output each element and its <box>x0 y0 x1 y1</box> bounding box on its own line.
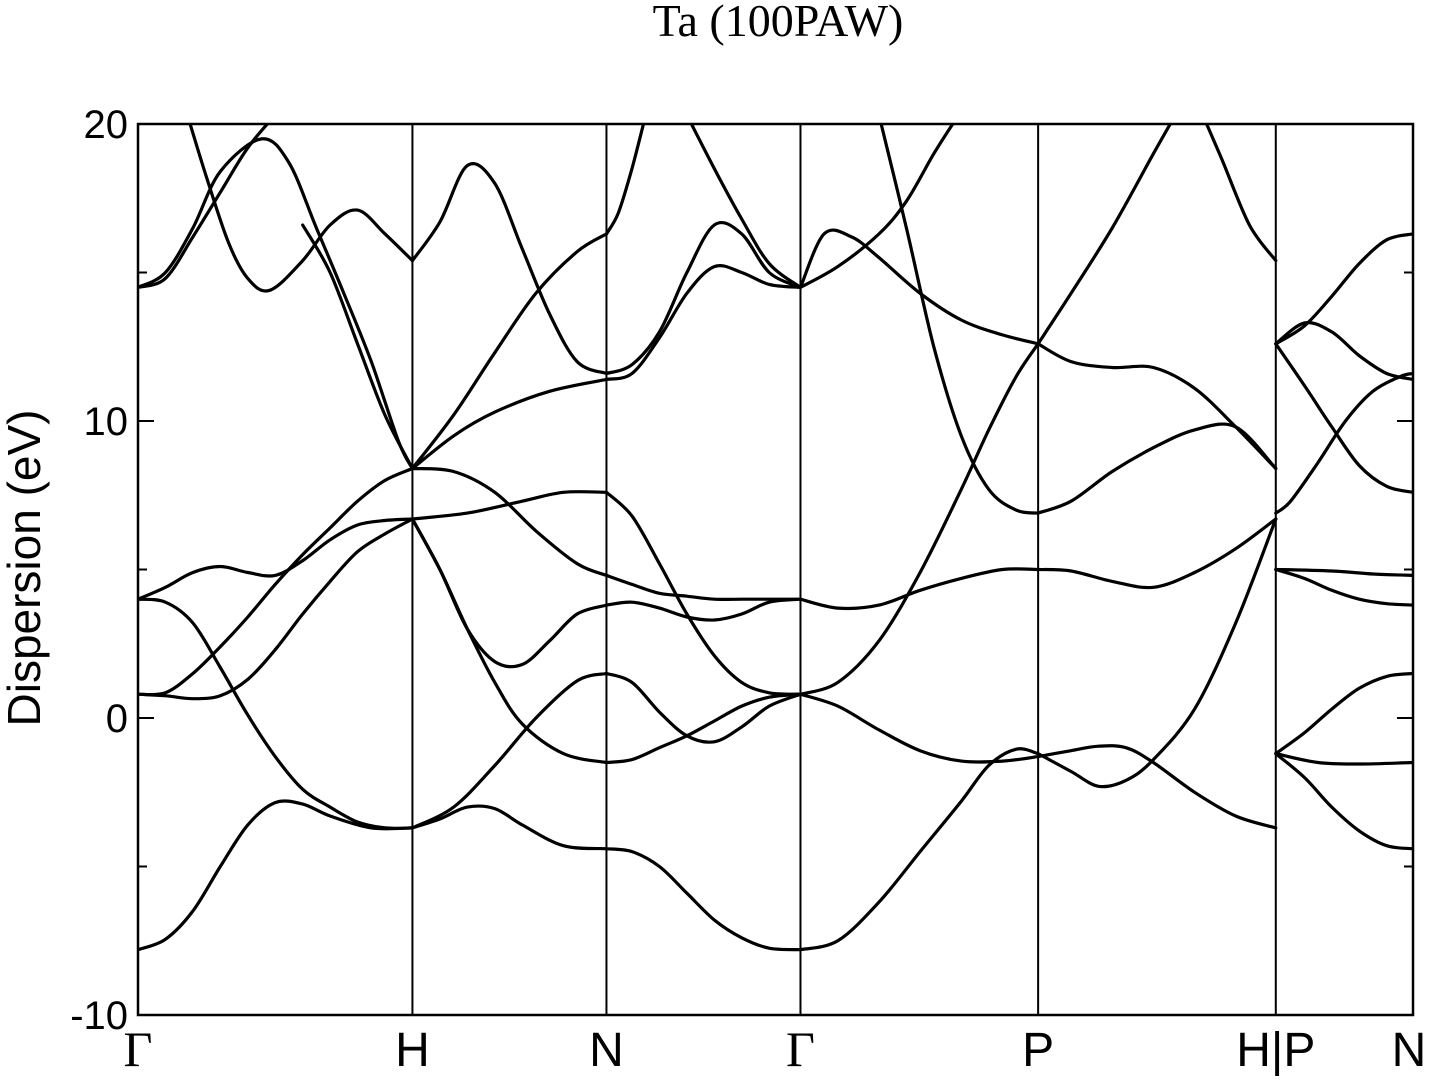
band-line-0-3 <box>138 597 414 830</box>
band-line-0-1 <box>138 517 414 701</box>
x-axis-ticks: Γ H N Γ P H|P N <box>124 1021 1427 1077</box>
band-line-1-3 <box>410 517 609 765</box>
band-line-2-3 <box>604 692 803 765</box>
band-line-1-0 <box>410 804 609 851</box>
band-line-1-7 <box>410 232 609 471</box>
band-line-3-3 <box>798 567 1040 611</box>
band-line-1-4 <box>410 466 609 577</box>
band-line-2-5 <box>604 490 803 696</box>
chart-title: Ta (100PAW) <box>653 0 904 46</box>
band-line-5-7 <box>1274 320 1413 381</box>
band-line-5-0 <box>1274 752 1413 851</box>
band-line-2-4 <box>604 573 803 602</box>
band-line-4-1 <box>1036 517 1278 789</box>
y-tick-label-2: 10 <box>84 400 129 444</box>
x-tick-label-0: Γ <box>124 1021 153 1077</box>
band-line-0-7 <box>188 124 414 293</box>
band-line-2-2 <box>604 597 803 622</box>
band-line-1-5 <box>410 490 609 521</box>
band-line-4-4 <box>1036 342 1278 471</box>
band-line-4-0 <box>1036 744 1278 830</box>
y-tick-label-3: 20 <box>84 103 129 147</box>
band-line-5-8 <box>1274 232 1413 346</box>
x-tick-label-3: Γ <box>786 1021 815 1077</box>
band-line-5-4 <box>1274 567 1413 577</box>
y-tick-label-1: 0 <box>106 697 128 741</box>
band-line-3-6 <box>879 124 1040 515</box>
band-line-5-1 <box>1274 671 1413 756</box>
band-line-0-6 <box>138 137 414 471</box>
band-line-3-1 <box>798 692 1040 764</box>
x-tick-label-5: H|P <box>1236 1024 1315 1077</box>
band-line-0-8 <box>301 223 414 471</box>
band-line-5-3 <box>1274 567 1413 607</box>
band-line-1-1 <box>410 671 609 830</box>
band-line-3-0 <box>798 747 1040 952</box>
band-line-0-4 <box>138 517 414 601</box>
band-line-2-6 <box>604 264 803 381</box>
band-line-2-1 <box>604 671 803 744</box>
plot-frame <box>136 122 1415 1017</box>
band-lines <box>138 124 1413 952</box>
band-line-2-9 <box>689 124 803 289</box>
band-line-5-6 <box>1274 342 1413 494</box>
band-line-2-8 <box>604 220 803 376</box>
band-line-0-0 <box>138 799 414 952</box>
band-line-1-2 <box>410 517 609 669</box>
y-tick-label-0: -10 <box>70 994 128 1038</box>
x-tick-label-6: N <box>1392 1024 1427 1077</box>
band-line-5-2 <box>1274 752 1413 766</box>
band-line-3-4 <box>798 124 955 289</box>
band-line-2-0 <box>604 847 803 952</box>
y-axis-ticks: -10 0 10 20 <box>70 103 1413 1038</box>
band-line-0-2 <box>138 466 414 697</box>
band-line-4-5 <box>1036 124 1173 346</box>
band-line-4-6 <box>1204 124 1278 263</box>
y-axis-label: Dispersion (eV) <box>0 410 50 727</box>
band-line-3-2 <box>798 342 1040 696</box>
band-line-4-2 <box>1036 517 1278 590</box>
band-line-1-6 <box>410 377 609 471</box>
band-line-2-7 <box>604 124 646 236</box>
band-line-4-3 <box>1036 422 1278 515</box>
x-tick-label-2: N <box>589 1024 624 1077</box>
x-tick-label-1: H <box>395 1024 430 1077</box>
high-symmetry-lines <box>411 124 1277 1015</box>
band-line-3-5 <box>798 228 1040 346</box>
x-tick-label-4: P <box>1022 1024 1054 1077</box>
band-line-1-8 <box>410 162 609 376</box>
